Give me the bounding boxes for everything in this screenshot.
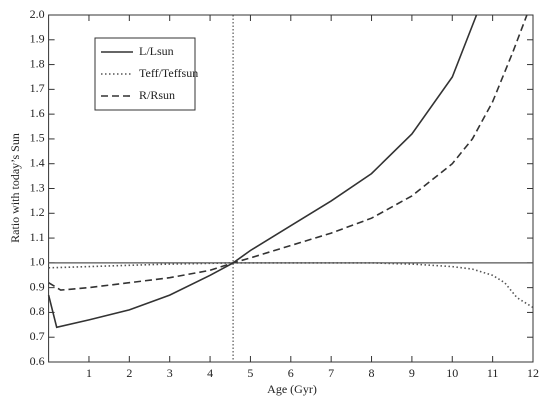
data-line	[48, 14, 528, 291]
x-tick-label: 1	[86, 366, 92, 380]
x-axis-label: Age (Gyr)	[267, 382, 317, 396]
y-axis-label: Ratio with today’s Sun	[8, 133, 22, 243]
x-tick-label: 3	[167, 366, 173, 380]
y-tick-label: 1.9	[30, 32, 45, 46]
x-tick-label: 10	[446, 366, 458, 380]
y-tick-label: 0.8	[30, 304, 45, 318]
y-tick-label: 1.6	[30, 106, 45, 120]
y-tick-label: 1.8	[30, 56, 45, 70]
y-tick-label: 0.6	[30, 354, 45, 368]
legend-label: L/Lsun	[139, 44, 174, 58]
x-tick-label: 7	[328, 366, 334, 380]
y-tick-label: 0.7	[30, 329, 45, 343]
legend-box	[94, 37, 196, 111]
data-line	[47, 14, 478, 329]
x-tick-label: 2	[126, 366, 132, 380]
y-tick-label: 1.3	[30, 180, 45, 194]
x-tick-label: 12	[527, 366, 539, 380]
y-tick-label: 1.5	[30, 131, 45, 145]
y-tick-label: 1.7	[30, 81, 45, 95]
y-tick-label: 1.4	[30, 155, 45, 169]
legend-label: R/Rsun	[139, 88, 175, 102]
y-tick-label: 2.0	[30, 7, 45, 21]
y-tick-label: 0.9	[30, 279, 45, 293]
x-tick-label: 8	[369, 366, 375, 380]
x-tick-label: 9	[409, 366, 415, 380]
legend-label: Teff/Teffsun	[139, 66, 198, 80]
x-tick-label: 4	[207, 366, 213, 380]
x-tick-label: 11	[487, 366, 499, 380]
y-tick-label: 1.1	[30, 230, 45, 244]
data-line	[48, 262, 534, 309]
x-tick-label: 6	[288, 366, 294, 380]
y-tick-label: 1.0	[30, 255, 45, 269]
x-tick-label: 5	[247, 366, 253, 380]
y-tick-label: 1.2	[30, 205, 45, 219]
